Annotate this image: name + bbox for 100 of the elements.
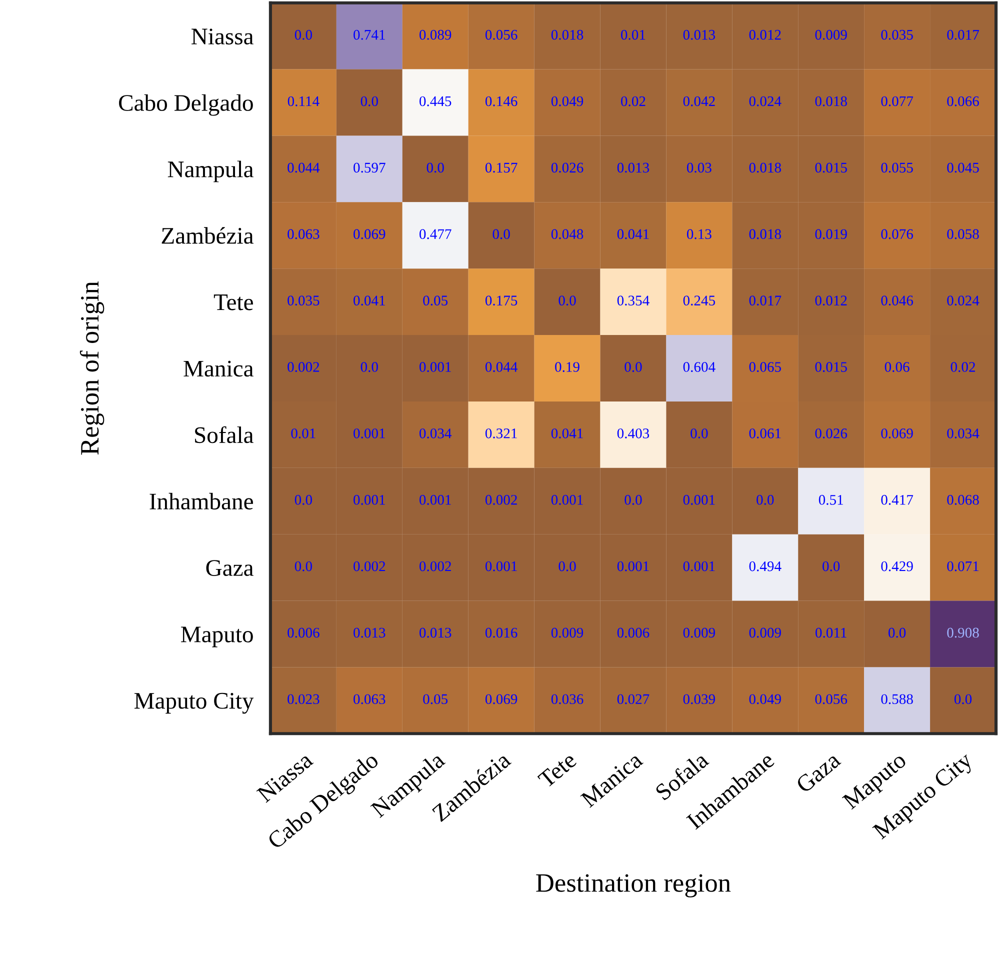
data-label: 0.069 <box>881 428 913 438</box>
y-axis-title: Region of origin <box>80 281 104 455</box>
data-label: 0.0 <box>294 561 312 572</box>
data-label: 0.009 <box>749 628 781 638</box>
data-label: 0.009 <box>815 30 847 40</box>
data-label: 0.477 <box>420 229 452 240</box>
data-label: 0.012 <box>815 296 847 306</box>
data-label: 0.069 <box>485 694 518 704</box>
data-label: 0.049 <box>749 694 781 704</box>
data-label: 0.429 <box>881 561 913 572</box>
data-label: 0.009 <box>683 628 715 638</box>
data-label: 0.027 <box>617 694 650 704</box>
y-tick-label: Cabo Delgado <box>119 94 253 116</box>
data-label: 0.006 <box>617 628 650 638</box>
data-label: 0.063 <box>288 229 320 240</box>
x-axis-title: Destination region <box>536 874 731 898</box>
data-label: 0.114 <box>288 96 320 106</box>
data-label: 0.034 <box>420 428 452 438</box>
data-label: 0.017 <box>947 30 980 40</box>
data-label: 0.076 <box>881 229 914 240</box>
data-label: 0.0 <box>822 561 840 572</box>
data-label: 0.013 <box>354 628 386 638</box>
data-label: 0.01 <box>291 428 316 438</box>
data-label: 0.175 <box>485 296 518 306</box>
data-label: 0.403 <box>617 428 650 438</box>
data-label: 0.046 <box>881 296 914 306</box>
y-tick-label: Niassa <box>192 28 254 45</box>
data-label: 0.0 <box>492 229 510 240</box>
data-label: 0.05 <box>423 296 448 306</box>
data-label: 0.023 <box>288 694 320 704</box>
data-label: 0.001 <box>485 561 517 572</box>
data-label: 0.001 <box>420 362 451 372</box>
data-label: 0.0 <box>360 362 378 372</box>
data-label: 0.024 <box>947 296 980 306</box>
data-label: 0.321 <box>485 428 517 438</box>
data-label: 0.015 <box>815 362 847 372</box>
y-tick-label: Inhambane <box>150 492 253 510</box>
y-tick-label: Nampula <box>168 160 254 182</box>
data-label: 0.055 <box>881 162 913 173</box>
data-label: 0.011 <box>816 628 846 638</box>
data-label: 0.597 <box>354 162 386 173</box>
data-label: 0.044 <box>485 362 518 372</box>
data-label: 0.026 <box>551 162 584 173</box>
data-label: 0.018 <box>815 96 847 106</box>
data-label: 0.06 <box>884 362 910 372</box>
data-label: 0.002 <box>485 494 517 505</box>
data-label: 0.009 <box>551 628 584 638</box>
data-label: 0.006 <box>288 628 320 638</box>
data-label: 0.001 <box>420 494 451 505</box>
data-label: 0.056 <box>485 30 518 40</box>
data-label: 0.024 <box>749 96 782 106</box>
data-label: 0.001 <box>683 494 715 505</box>
data-label: 0.604 <box>683 362 716 372</box>
x-tick-label: Gaza <box>795 751 842 794</box>
data-label: 0.035 <box>288 296 320 306</box>
data-label: 0.026 <box>815 428 848 438</box>
data-label: 0.018 <box>749 229 781 240</box>
data-label: 0.071 <box>947 561 979 572</box>
data-label: 0.0 <box>294 494 312 505</box>
data-label: 0.034 <box>947 428 980 438</box>
data-label: 0.001 <box>683 561 715 572</box>
data-label: 0.02 <box>621 96 646 106</box>
data-label: 0.908 <box>947 628 979 638</box>
data-label: 0.0 <box>294 30 312 40</box>
data-label: 0.041 <box>354 296 385 306</box>
data-label: 0.013 <box>617 162 650 173</box>
data-label: 0.013 <box>683 30 716 40</box>
data-label: 0.077 <box>881 96 914 106</box>
data-label: 0.05 <box>423 694 448 704</box>
data-label: 0.51 <box>818 494 843 505</box>
data-label: 0.017 <box>749 296 782 306</box>
data-label: 0.002 <box>354 561 385 572</box>
data-label: 0.02 <box>950 362 975 372</box>
x-tick-label: Tete <box>537 752 578 789</box>
data-label: 0.0 <box>558 296 576 306</box>
data-label: 0.042 <box>683 96 715 106</box>
data-label: 0.0 <box>756 494 774 505</box>
data-label: 0.035 <box>881 30 913 40</box>
data-label: 0.445 <box>420 96 452 106</box>
data-label: 0.063 <box>354 694 386 704</box>
y-tick-label: Sofala <box>195 426 254 444</box>
data-label: 0.0 <box>558 561 576 572</box>
data-label: 0.065 <box>749 362 781 372</box>
data-label: 0.494 <box>749 561 782 572</box>
data-label: 0.0 <box>624 494 642 505</box>
data-label: 0.016 <box>485 628 518 638</box>
data-label: 0.0 <box>624 362 642 372</box>
data-label: 0.069 <box>354 229 386 240</box>
data-label: 0.019 <box>815 229 847 240</box>
y-tick-label: Manica <box>184 360 254 377</box>
data-label: 0.001 <box>354 428 385 438</box>
data-label: 0.015 <box>815 162 847 173</box>
data-label: 0.041 <box>617 229 649 240</box>
data-label: 0.066 <box>947 96 979 106</box>
data-label: 0.001 <box>354 494 385 505</box>
data-label: 0.001 <box>551 494 583 505</box>
data-label: 0.012 <box>749 30 781 40</box>
y-tick-label: Gaza <box>206 560 254 576</box>
y-tick-label: Maputo City <box>134 692 254 714</box>
data-label: 0.002 <box>288 362 320 372</box>
